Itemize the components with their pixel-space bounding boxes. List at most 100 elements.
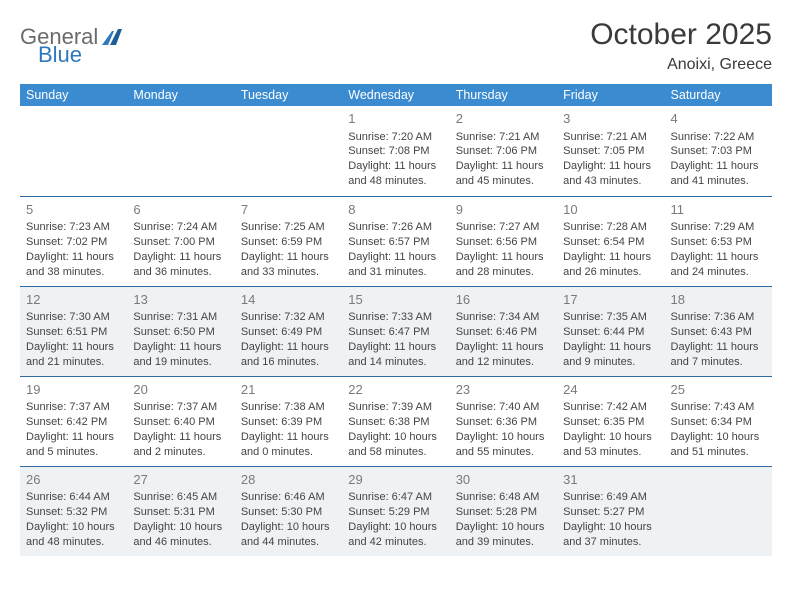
calendar-day-cell: 31Sunrise: 6:49 AMSunset: 5:27 PMDayligh…: [557, 466, 664, 556]
day-number: 9: [456, 201, 551, 219]
calendar-day-cell: [127, 106, 234, 196]
day-number: 4: [671, 110, 766, 128]
day-number: 17: [563, 291, 658, 309]
day-details: Sunrise: 7:25 AMSunset: 6:59 PMDaylight:…: [241, 220, 336, 279]
calendar-day-cell: 30Sunrise: 6:48 AMSunset: 5:28 PMDayligh…: [450, 466, 557, 556]
calendar-day-cell: 23Sunrise: 7:40 AMSunset: 6:36 PMDayligh…: [450, 376, 557, 466]
day-details: Sunrise: 7:28 AMSunset: 6:54 PMDaylight:…: [563, 220, 658, 279]
calendar-body: 1 Sunrise: 7:20 AMSunset: 7:08 PMDaylight…: [20, 106, 772, 556]
weekday-header: Tuesday: [235, 84, 342, 106]
calendar-day-cell: 6Sunrise: 7:24 AMSunset: 7:00 PMDaylight…: [127, 196, 234, 286]
day-details: Sunrise: 7:35 AMSunset: 6:44 PMDaylight:…: [563, 310, 658, 369]
calendar-day-cell: 3Sunrise: 7:21 AMSunset: 7:05 PMDaylight…: [557, 106, 664, 196]
calendar-day-cell: 19Sunrise: 7:37 AMSunset: 6:42 PMDayligh…: [20, 376, 127, 466]
calendar-day-cell: 26Sunrise: 6:44 AMSunset: 5:32 PMDayligh…: [20, 466, 127, 556]
day-details: Sunrise: 7:38 AMSunset: 6:39 PMDaylight:…: [241, 400, 336, 459]
header: General October 2025 Anoixi, Greece: [20, 18, 772, 74]
calendar-day-cell: [20, 106, 127, 196]
day-number: 28: [241, 471, 336, 489]
calendar-day-cell: 22Sunrise: 7:39 AMSunset: 6:38 PMDayligh…: [342, 376, 449, 466]
day-details: Sunrise: 6:46 AMSunset: 5:30 PMDaylight:…: [241, 490, 336, 549]
day-number: 22: [348, 381, 443, 399]
weekday-header: Wednesday: [342, 84, 449, 106]
calendar-header-row: SundayMondayTuesdayWednesdayThursdayFrid…: [20, 84, 772, 106]
day-details: Sunrise: 6:48 AMSunset: 5:28 PMDaylight:…: [456, 490, 551, 549]
calendar-day-cell: 5Sunrise: 7:23 AMSunset: 7:02 PMDaylight…: [20, 196, 127, 286]
location: Anoixi, Greece: [590, 56, 772, 74]
day-details: Sunrise: 7:26 AMSunset: 6:57 PMDaylight:…: [348, 220, 443, 279]
month-title: October 2025: [590, 18, 772, 52]
calendar-week-row: 1 Sunrise: 7:20 AMSunset: 7:08 PMDaylight…: [20, 106, 772, 196]
weekday-header: Sunday: [20, 84, 127, 106]
calendar-week-row: 26Sunrise: 6:44 AMSunset: 5:32 PMDayligh…: [20, 466, 772, 556]
calendar-day-cell: 12Sunrise: 7:30 AMSunset: 6:51 PMDayligh…: [20, 286, 127, 376]
logo-mark-icon: [102, 29, 122, 45]
day-number: 3: [563, 110, 658, 128]
calendar-day-cell: 4 Sunrise: 7:22 AMSunset: 7:03 PMDaylight…: [665, 106, 772, 196]
calendar-day-cell: 14Sunrise: 7:32 AMSunset: 6:49 PMDayligh…: [235, 286, 342, 376]
day-details: Sunrise: 7:43 AMSunset: 6:34 PMDaylight:…: [671, 400, 766, 459]
calendar-day-cell: 8Sunrise: 7:26 AMSunset: 6:57 PMDaylight…: [342, 196, 449, 286]
calendar-day-cell: [235, 106, 342, 196]
day-details: Sunrise: 7:39 AMSunset: 6:38 PMDaylight:…: [348, 400, 443, 459]
day-number: 21: [241, 381, 336, 399]
day-details: Sunrise: 6:47 AMSunset: 5:29 PMDaylight:…: [348, 490, 443, 549]
calendar-day-cell: 24Sunrise: 7:42 AMSunset: 6:35 PMDayligh…: [557, 376, 664, 466]
day-number: 20: [133, 381, 228, 399]
day-details: Sunrise: 7:20 AMSunset: 7:08 PMDaylight:…: [348, 130, 443, 189]
day-number: 13: [133, 291, 228, 309]
day-number: 27: [133, 471, 228, 489]
day-number: 23: [456, 381, 551, 399]
calendar-day-cell: 18Sunrise: 7:36 AMSunset: 6:43 PMDayligh…: [665, 286, 772, 376]
day-number: 15: [348, 291, 443, 309]
day-number: 18: [671, 291, 766, 309]
day-details: Sunrise: 7:24 AMSunset: 7:00 PMDaylight:…: [133, 220, 228, 279]
day-number: 10: [563, 201, 658, 219]
day-details: Sunrise: 7:31 AMSunset: 6:50 PMDaylight:…: [133, 310, 228, 369]
day-details: Sunrise: 7:21 AMSunset: 7:06 PMDaylight:…: [456, 130, 551, 189]
day-details: Sunrise: 6:44 AMSunset: 5:32 PMDaylight:…: [26, 490, 121, 549]
calendar-day-cell: 21Sunrise: 7:38 AMSunset: 6:39 PMDayligh…: [235, 376, 342, 466]
day-number: 8: [348, 201, 443, 219]
day-number: 7: [241, 201, 336, 219]
title-block: October 2025 Anoixi, Greece: [590, 18, 772, 74]
day-number: 12: [26, 291, 121, 309]
logo-word-2: Blue: [38, 42, 82, 68]
day-number: 29: [348, 471, 443, 489]
day-number: 11: [671, 201, 766, 219]
day-details: Sunrise: 7:37 AMSunset: 6:42 PMDaylight:…: [26, 400, 121, 459]
day-number: 1: [348, 110, 443, 128]
day-number: 31: [563, 471, 658, 489]
day-number: 6: [133, 201, 228, 219]
day-details: Sunrise: 7:37 AMSunset: 6:40 PMDaylight:…: [133, 400, 228, 459]
day-details: Sunrise: 7:29 AMSunset: 6:53 PMDaylight:…: [671, 220, 766, 279]
day-details: Sunrise: 7:36 AMSunset: 6:43 PMDaylight:…: [671, 310, 766, 369]
calendar-day-cell: 10Sunrise: 7:28 AMSunset: 6:54 PMDayligh…: [557, 196, 664, 286]
day-details: Sunrise: 7:32 AMSunset: 6:49 PMDaylight:…: [241, 310, 336, 369]
day-details: Sunrise: 7:40 AMSunset: 6:36 PMDaylight:…: [456, 400, 551, 459]
day-number: 24: [563, 381, 658, 399]
day-details: Sunrise: 7:33 AMSunset: 6:47 PMDaylight:…: [348, 310, 443, 369]
calendar-day-cell: 29Sunrise: 6:47 AMSunset: 5:29 PMDayligh…: [342, 466, 449, 556]
day-details: Sunrise: 7:30 AMSunset: 6:51 PMDaylight:…: [26, 310, 121, 369]
weekday-header: Thursday: [450, 84, 557, 106]
day-details: Sunrise: 7:34 AMSunset: 6:46 PMDaylight:…: [456, 310, 551, 369]
weekday-header: Friday: [557, 84, 664, 106]
weekday-header: Monday: [127, 84, 234, 106]
calendar-day-cell: 25Sunrise: 7:43 AMSunset: 6:34 PMDayligh…: [665, 376, 772, 466]
calendar-day-cell: 15Sunrise: 7:33 AMSunset: 6:47 PMDayligh…: [342, 286, 449, 376]
day-details: Sunrise: 7:22 AMSunset: 7:03 PMDaylight:…: [671, 130, 766, 189]
calendar-day-cell: 2 Sunrise: 7:21 AMSunset: 7:06 PMDaylight…: [450, 106, 557, 196]
day-number: 5: [26, 201, 121, 219]
weekday-header: Saturday: [665, 84, 772, 106]
day-number: 30: [456, 471, 551, 489]
day-number: 14: [241, 291, 336, 309]
calendar-day-cell: 11Sunrise: 7:29 AMSunset: 6:53 PMDayligh…: [665, 196, 772, 286]
day-details: Sunrise: 6:49 AMSunset: 5:27 PMDaylight:…: [563, 490, 658, 549]
calendar-day-cell: 13Sunrise: 7:31 AMSunset: 6:50 PMDayligh…: [127, 286, 234, 376]
day-number: 2: [456, 110, 551, 128]
calendar-day-cell: 7Sunrise: 7:25 AMSunset: 6:59 PMDaylight…: [235, 196, 342, 286]
calendar-day-cell: [665, 466, 772, 556]
calendar-week-row: 5Sunrise: 7:23 AMSunset: 7:02 PMDaylight…: [20, 196, 772, 286]
day-details: Sunrise: 6:45 AMSunset: 5:31 PMDaylight:…: [133, 490, 228, 549]
